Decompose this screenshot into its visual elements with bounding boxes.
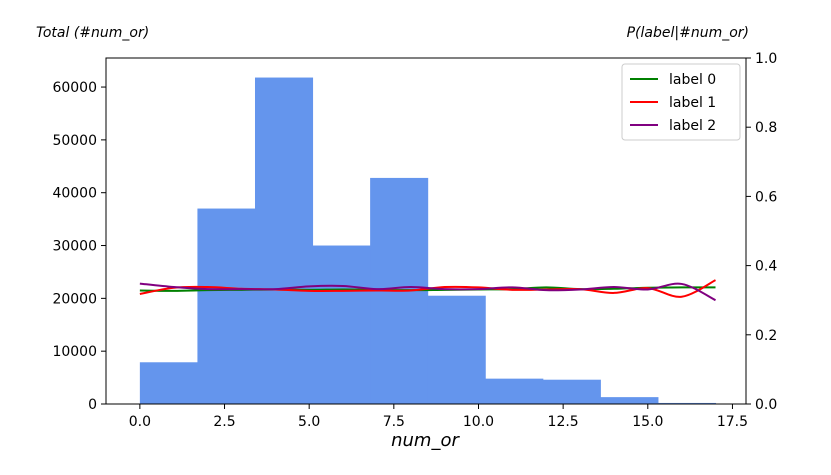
x-tick-label: 2.5 (213, 414, 235, 430)
y-left-tick-label: 10000 (52, 344, 97, 360)
histogram-bar (139, 362, 198, 404)
x-axis-label: num_or (391, 430, 460, 451)
y-left-tick-label: 0 (88, 397, 97, 413)
histogram-bar (427, 295, 486, 404)
histogram-bar (657, 402, 717, 404)
y-right-tick-label: 0.6 (755, 189, 777, 205)
x-tick-label: 0.0 (129, 414, 151, 430)
y-left-axis-label: Total (#num_or) (36, 25, 149, 41)
y-left-tick-label: 60000 (52, 80, 97, 96)
y-right-tick-label: 1.0 (755, 51, 777, 67)
y-right-tick-label: 0.8 (755, 120, 777, 136)
histogram-bar (600, 397, 659, 404)
histogram-bar (197, 208, 256, 404)
histogram-bar (542, 379, 601, 404)
y-right-tick-label: 0.4 (755, 259, 777, 275)
x-tick-label: 5.0 (298, 414, 320, 430)
series-line-2 (139, 282, 716, 302)
y-left-tick-label: 50000 (52, 133, 97, 149)
probability-lines (139, 279, 716, 302)
y-left-tick-label: 30000 (52, 239, 97, 255)
legend-label: label 1 (669, 95, 716, 111)
y-left-tick-label: 40000 (52, 186, 97, 202)
x-tick-label: 15.0 (632, 414, 663, 430)
legend: label 0 label 1 label 2 (621, 63, 741, 141)
y-right-axis-ticks: 0.0 0.2 0.4 0.6 0.8 1.0 (746, 51, 777, 413)
histogram-bar (254, 77, 314, 404)
histogram-bar (485, 378, 544, 404)
legend-label: label 0 (669, 72, 716, 88)
x-tick-label: 10.0 (463, 414, 494, 430)
x-axis-ticks: 0.0 2.5 5.0 7.5 10.0 12.5 15.0 17.5 (129, 404, 748, 430)
y-right-tick-label: 0.2 (755, 328, 777, 344)
y-left-tick-label: 20000 (52, 291, 97, 307)
y-right-axis-label: P(label|#num_or) (627, 25, 749, 41)
x-tick-label: 17.5 (717, 414, 748, 430)
plot-frame (105, 57, 747, 405)
x-tick-label: 7.5 (383, 414, 405, 430)
y-left-axis-ticks: 0 10000 20000 30000 40000 50000 60000 (52, 80, 106, 413)
legend-box (621, 63, 741, 141)
y-right-tick-label: 0.0 (755, 397, 777, 413)
legend-label: label 2 (669, 118, 716, 134)
x-tick-label: 12.5 (548, 414, 579, 430)
histogram-bar (312, 245, 371, 404)
